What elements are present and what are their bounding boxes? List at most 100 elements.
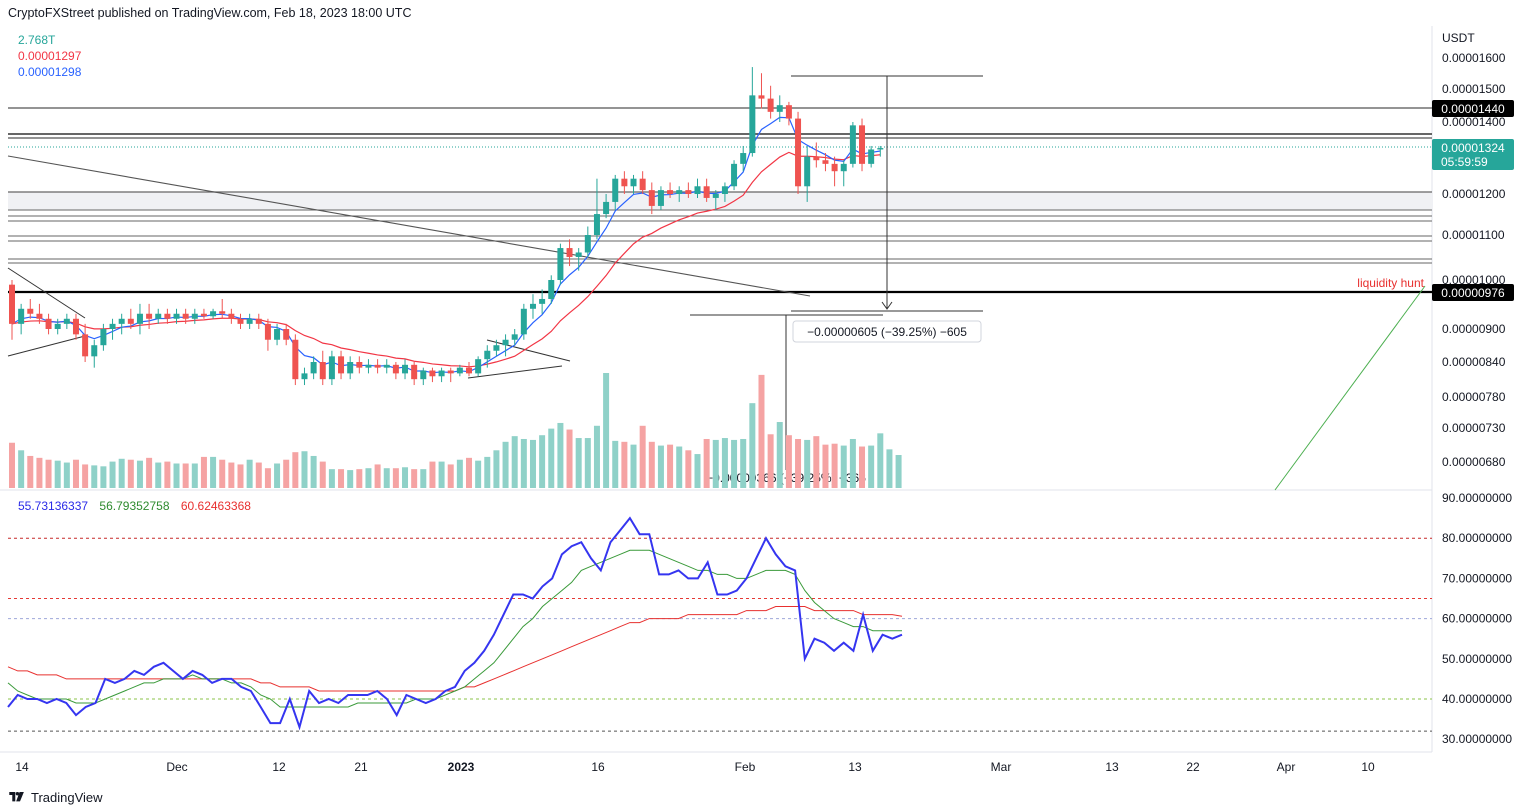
candle-body <box>447 370 454 374</box>
candle-body <box>420 370 427 380</box>
volume-bar <box>676 446 683 488</box>
candle-body <box>703 186 710 198</box>
rsi-ma-value: 56.79352758 <box>99 499 170 513</box>
candles <box>9 67 884 386</box>
volume-bar <box>529 439 536 488</box>
candle-body <box>72 318 79 335</box>
candle-body <box>529 303 536 309</box>
volume-bar <box>301 451 308 488</box>
candle-body <box>182 313 189 319</box>
candle-body <box>338 356 345 374</box>
downtrend-line <box>7 155 811 297</box>
candle-body <box>840 163 847 172</box>
rsi-ma2-value: 60.62463368 <box>180 499 251 513</box>
candle-body <box>712 194 719 198</box>
candle-body <box>694 186 701 194</box>
pennant-lower-line <box>467 365 563 379</box>
volume-bar <box>877 433 884 488</box>
volume-bar <box>411 469 418 488</box>
rsi-tick-label: 70.00000000 <box>1442 571 1512 585</box>
time-tick-label: Mar <box>991 760 1012 774</box>
volume-bar <box>859 446 866 488</box>
candle-body <box>466 367 472 374</box>
candle-body <box>374 364 381 368</box>
liquidity-hunt-label: liquidity hunt <box>1357 276 1424 290</box>
price-tick-label: 0.00000780 <box>1442 390 1506 404</box>
volume-bar <box>338 469 345 488</box>
candle-body <box>292 339 299 380</box>
price-tick-label: 0.00001500 <box>1442 82 1506 96</box>
candle-body <box>612 178 619 202</box>
candle-body <box>36 313 43 319</box>
candle-body <box>676 190 683 194</box>
volume-bar <box>63 462 70 488</box>
volume-bar <box>420 469 427 488</box>
measure-tools: −0.00000605 (−39.25%) −605 −0.00000366 (… <box>690 75 983 485</box>
volume-bar <box>502 441 509 488</box>
candle-body <box>255 318 262 324</box>
candle-body <box>593 214 600 235</box>
price-tick-label: 0.00001200 <box>1442 187 1506 201</box>
footer-brand: TradingView <box>31 790 103 805</box>
volume-bar <box>685 450 692 488</box>
volume-bar <box>109 461 116 488</box>
volume-bar <box>45 459 52 488</box>
volume-bar <box>603 373 610 488</box>
volume-bar <box>785 435 792 488</box>
candle-body <box>877 148 884 150</box>
volume-bar <box>274 463 281 488</box>
volume-bar <box>36 457 43 488</box>
volume-bar <box>255 462 262 488</box>
volume-bar <box>447 464 454 488</box>
candle-body <box>868 149 875 164</box>
candle-body <box>484 350 491 360</box>
candle-body <box>91 345 98 357</box>
time-tick-label: Apr <box>1277 760 1296 774</box>
price-tick-label: 0.00001000 <box>1442 273 1506 287</box>
volume-bar <box>694 454 701 488</box>
price-tick-label: 0.00000680 <box>1442 455 1506 469</box>
price-tick-label: 0.00001400 <box>1442 115 1506 129</box>
volume-bar <box>54 460 61 488</box>
candle-body <box>283 329 290 340</box>
pennant-upper-line <box>486 339 571 362</box>
time-tick-label: 14 <box>15 760 29 774</box>
time-tick-label: 13 <box>1105 760 1119 774</box>
rsi-levels <box>8 537 1432 732</box>
volume-bar <box>703 438 710 488</box>
candle-body <box>54 323 61 329</box>
moving-averages <box>11 116 881 374</box>
volume-bar <box>804 439 811 488</box>
legend-ma-red: 0.00001297 <box>18 49 82 63</box>
volume-bar <box>136 460 143 488</box>
candle-body <box>328 356 335 380</box>
time-tick-label: Feb <box>735 760 756 774</box>
volume-bar <box>840 445 847 488</box>
candle-body <box>274 329 281 340</box>
candle-body <box>575 252 582 257</box>
volume-bar <box>630 444 637 488</box>
volume-bar <box>593 425 600 488</box>
countdown-text: 05:59:59 <box>1441 155 1488 169</box>
volume-bar <box>776 422 783 488</box>
candle-body <box>721 186 728 194</box>
rsi-value: 55.73136337 <box>18 499 89 513</box>
rsi-tick-label: 90.00000000 <box>1442 491 1512 505</box>
candle-body <box>493 345 500 351</box>
volume-bar <box>612 440 619 488</box>
candle-body <box>356 362 363 368</box>
time-axis[interactable]: 14 Dec 12 21 2023 16 Feb 13 Mar 13 22 Apr 10 <box>15 760 1375 774</box>
candle-body <box>411 364 418 380</box>
candle-body <box>82 334 89 357</box>
volume-bar <box>210 456 217 488</box>
volume-bar <box>466 457 472 488</box>
price-axis[interactable]: 0.00001600 0.00001500 0.00001400 0.00001200… <box>1442 51 1506 469</box>
volume-bar <box>310 455 317 488</box>
rsi-axis[interactable]: 90.00000000 80.00000000 70.00000000 60.0000… <box>1442 491 1512 746</box>
volume-bar <box>813 436 820 488</box>
support-badge <box>1432 284 1514 301</box>
volume-bar <box>557 422 564 488</box>
candle-body <box>731 163 738 187</box>
volume-bar <box>200 456 207 488</box>
